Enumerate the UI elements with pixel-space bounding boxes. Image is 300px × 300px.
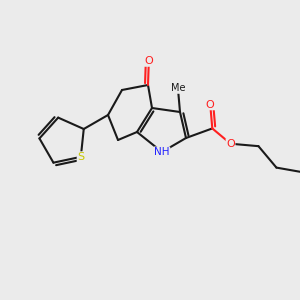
Text: O: O	[145, 56, 153, 66]
Text: O: O	[226, 139, 235, 149]
Text: Me: Me	[171, 83, 185, 93]
Text: O: O	[206, 100, 214, 110]
Text: S: S	[77, 152, 84, 162]
Text: NH: NH	[154, 147, 170, 157]
